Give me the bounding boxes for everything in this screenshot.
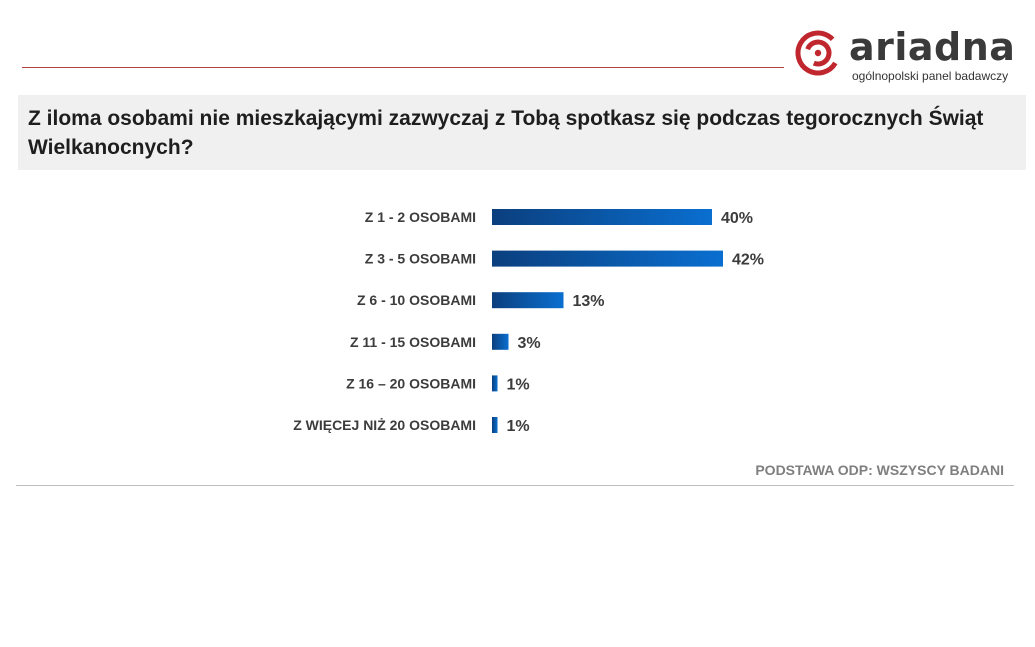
bar (492, 417, 498, 433)
ariadna-spiral-icon (795, 30, 841, 76)
question-band: Z iloma osobami nie mieszkającymi zazwyc… (18, 95, 1026, 170)
header-rule (22, 67, 784, 68)
category-label: Z 16 – 20 OSOBAMI (346, 375, 476, 391)
value-label: 1% (507, 376, 530, 393)
chart-marks: Z 1 - 2 OSOBAMI 40% Z 3 - 5 OSOBAMI 42% Z 6 … (293, 209, 764, 435)
footer-rule (16, 485, 1014, 486)
bar (492, 375, 498, 392)
category-label: Z 11 - 15 OSOBAMI (350, 334, 476, 350)
question-title: Z iloma osobami nie mieszkającymi zazwyc… (28, 107, 984, 159)
category-label: Z 6 - 10 OSOBAMI (357, 292, 476, 308)
value-label: 3% (518, 335, 541, 352)
ariadna-logo: ariadna ogólnopolski panel badawczy (794, 25, 1026, 87)
value-label: 42% (732, 252, 764, 269)
category-label: Z 1 - 2 OSOBAMI (365, 209, 476, 225)
value-label: 13% (573, 293, 605, 310)
value-label: 1% (507, 418, 530, 435)
logo-tagline: ogólnopolski panel badawczy (852, 69, 1009, 83)
value-label: 40% (721, 210, 753, 227)
bar (492, 209, 712, 225)
category-label: Z WIĘCEJ NIŻ 20 OSOBAMI (293, 417, 476, 433)
bar (492, 292, 564, 309)
bar (492, 250, 723, 267)
bar (492, 333, 509, 350)
logo-brand-name: ariadna (849, 25, 1016, 69)
category-label: Z 3 - 5 OSOBAMI (365, 251, 476, 267)
source-note: PODSTAWA ODP: WSZYSCY BADANI (755, 462, 1004, 478)
bar-chart: Z 1 - 2 OSOBAMI 40% Z 3 - 5 OSOBAMI 42% Z 6 … (293, 209, 764, 435)
